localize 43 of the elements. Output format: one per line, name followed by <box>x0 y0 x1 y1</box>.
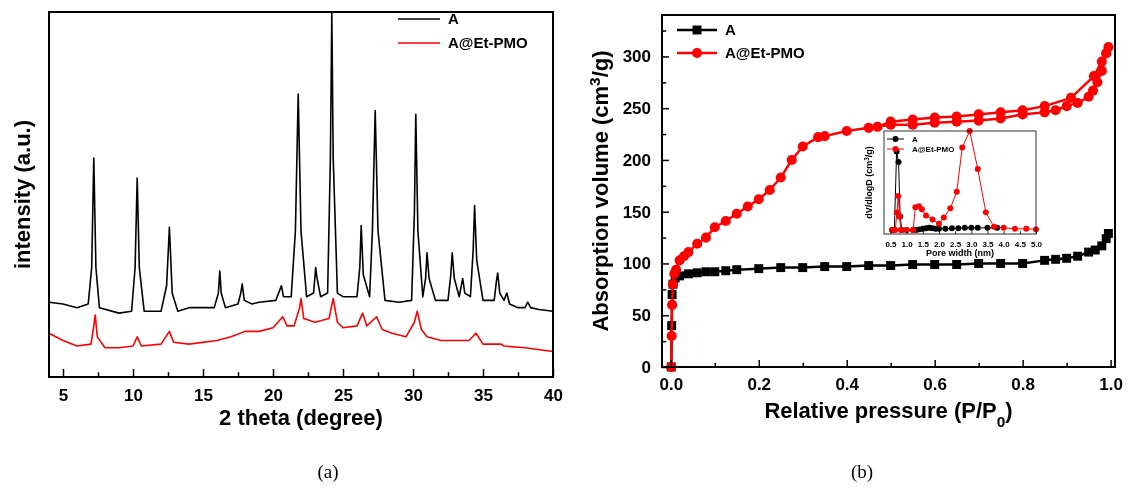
y-tick-label: 200 <box>622 150 651 170</box>
x-tick-label: 4.5 <box>1014 239 1027 249</box>
x-tick-label: 0.4 <box>835 375 860 395</box>
y-tick-label: 300 <box>622 47 651 67</box>
x-tick-label: 10 <box>124 386 143 406</box>
x-tick-label: 0.0 <box>659 375 684 395</box>
legend-label: A <box>725 21 736 39</box>
x-tick-label: 0.5 <box>885 239 898 249</box>
x-tick-label: 2.0 <box>933 239 946 249</box>
x-tick-label: 1.5 <box>917 239 930 249</box>
legend-label: A@Et-PMO <box>725 44 805 62</box>
text: (b) <box>850 461 874 483</box>
x-axis-title: Pore width (nm) <box>926 248 994 258</box>
y-tick-label: 250 <box>622 99 651 119</box>
legend-label: A@Et-PMO <box>912 144 955 154</box>
x-tick-label: 15 <box>194 386 213 406</box>
x-tick-label: 0.8 <box>1011 375 1035 395</box>
x-tick-label: 5.0 <box>1030 239 1043 249</box>
y-axis-title: intensity (a.u.) <box>10 119 35 270</box>
x-tick-label: 20 <box>264 386 283 406</box>
y-tick-label: 0 <box>641 357 651 377</box>
text: (a) <box>317 461 339 483</box>
y-tick-label: 100 <box>622 254 651 274</box>
x-tick-label: 0.6 <box>923 375 947 395</box>
x-tick-label: 30 <box>404 386 423 406</box>
legend-label: A <box>448 10 459 28</box>
x-tick-label: 5 <box>58 386 69 406</box>
x-axis-title: Relative pressure (P/P$_{0}$) <box>764 398 1013 430</box>
x-tick-label: 1.0 <box>901 239 914 249</box>
y-tick-label: 150 <box>622 202 651 222</box>
legend-label: A@Et-PMO <box>448 34 528 52</box>
x-tick-label: 1.0 <box>1099 375 1123 395</box>
x-axis-title: 2 theta (degree) <box>219 405 383 430</box>
x-tick-label: 40 <box>544 386 563 406</box>
x-tick-label: 35 <box>474 386 493 406</box>
y-tick-label: 50 <box>632 306 651 326</box>
x-tick-label: 2.5 <box>950 239 962 249</box>
x-tick-label: 4.0 <box>998 239 1011 249</box>
x-tick-label: 3.0 <box>966 239 978 249</box>
x-tick-label: 0.2 <box>747 375 772 395</box>
legend-label: A <box>912 134 918 144</box>
x-tick-label: 25 <box>334 386 353 406</box>
x-tick-label: 3.5 <box>982 239 995 249</box>
